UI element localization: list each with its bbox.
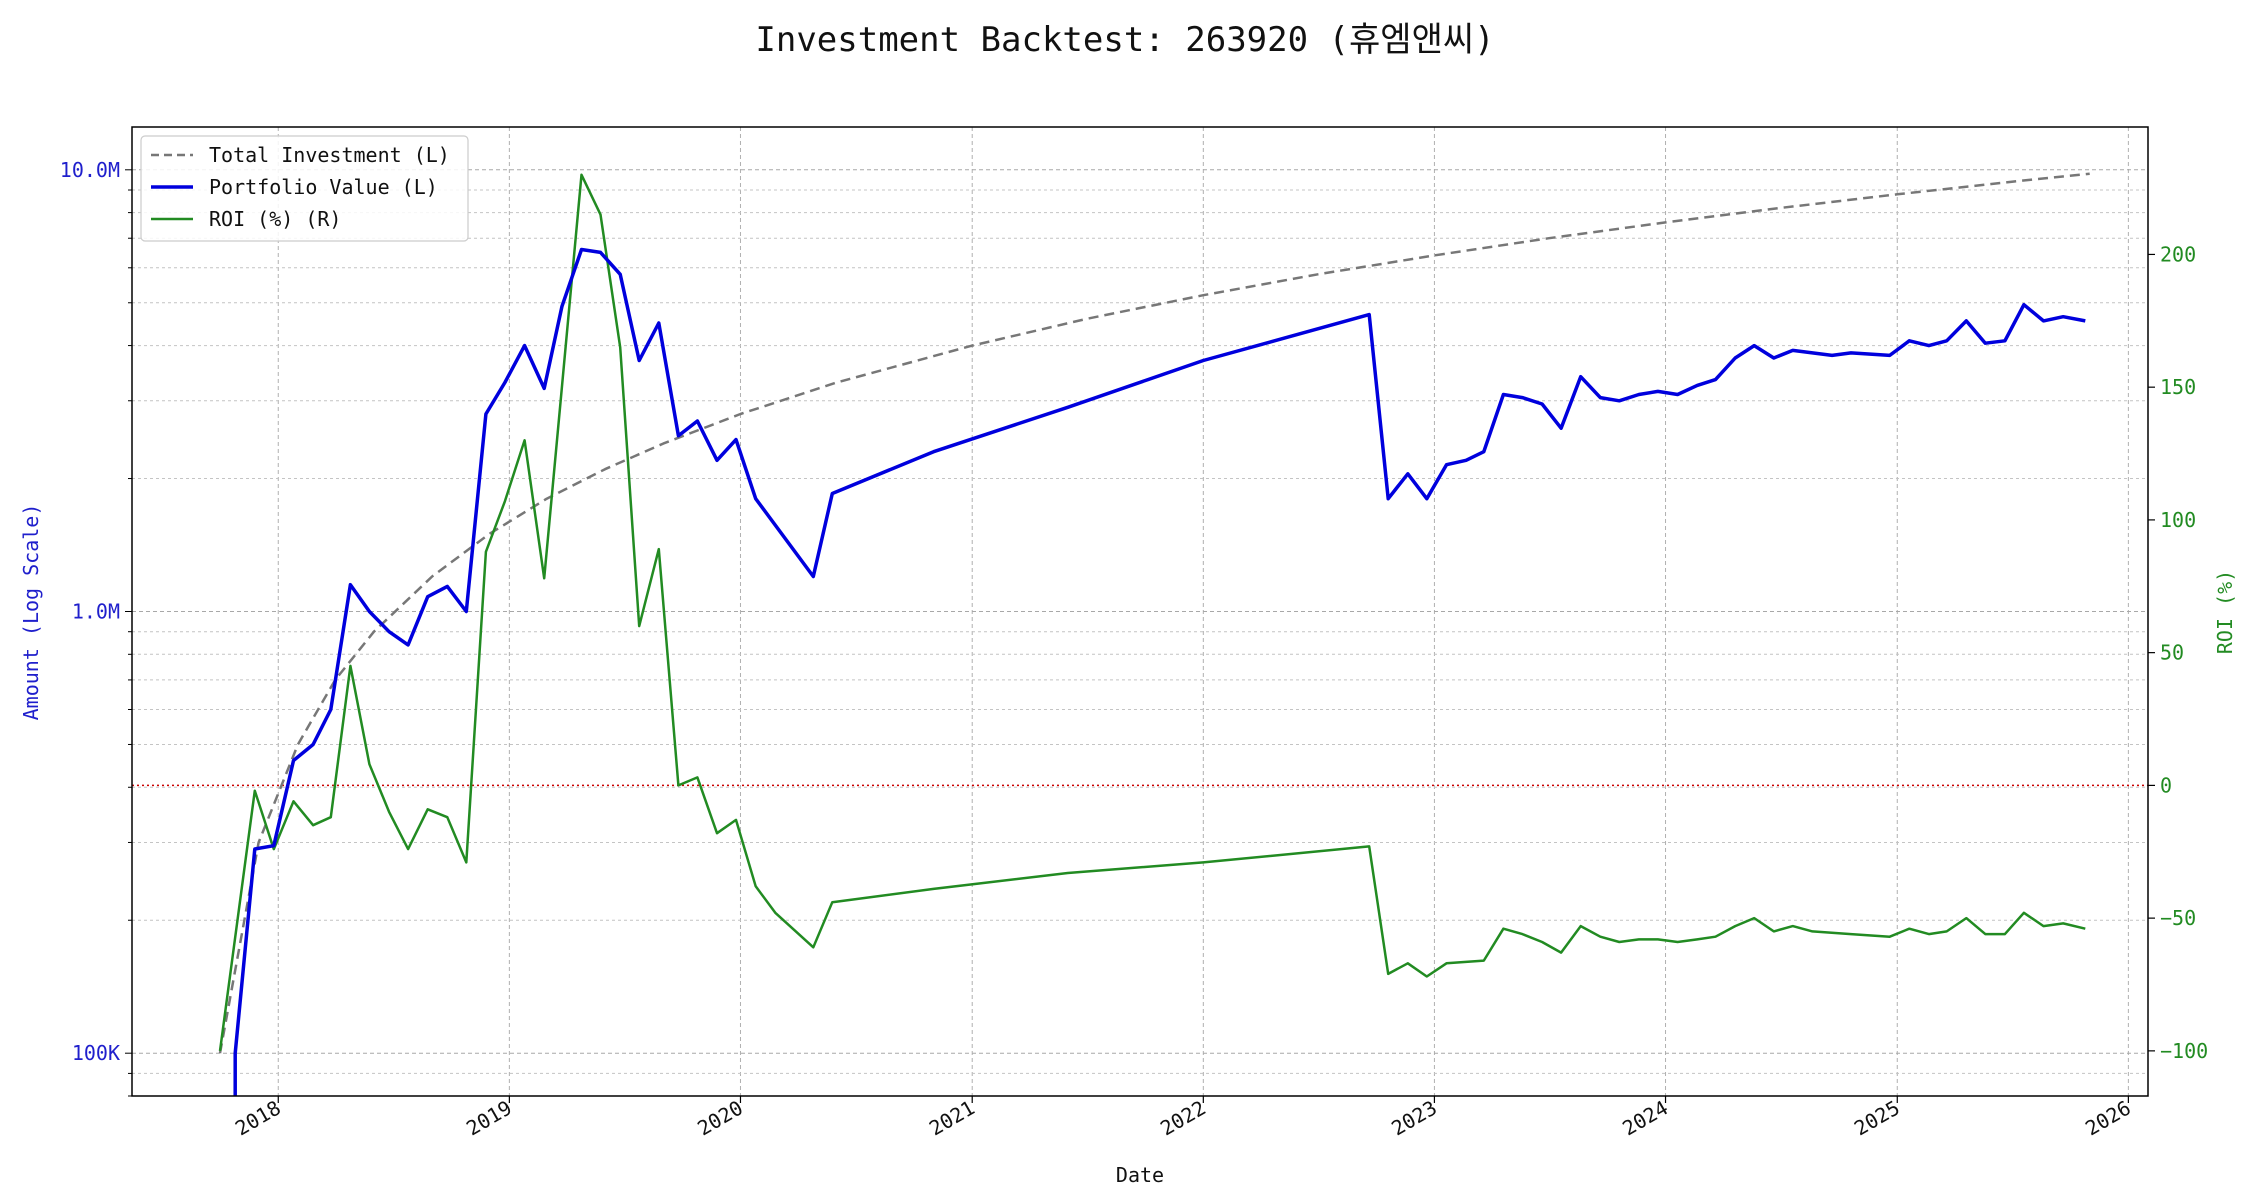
- y-right-tick-label: 200: [2160, 242, 2196, 266]
- x-tick-label: 2021: [925, 1096, 979, 1141]
- total-investment-l-line: [218, 172, 2090, 1054]
- x-tick-label: 2020: [693, 1096, 747, 1141]
- chart-title: Investment Backtest: 263920 (휴엠앤씨): [755, 20, 1495, 60]
- x-axis-label: Date: [1116, 1163, 1164, 1187]
- axes: 2018 2019 2020 2021 2022 2023 2024 2025 2026 100K…: [60, 158, 2208, 1141]
- legend-label: Portfolio Value (L): [209, 175, 438, 199]
- portfolio-value-l-line: [233, 247, 2086, 1096]
- y-right-tick-label: 150: [2160, 375, 2196, 399]
- grid: [132, 127, 2148, 1097]
- y-right-tick-label: −50: [2160, 906, 2196, 930]
- x-tick-label: 2022: [1156, 1096, 1210, 1141]
- x-tick-label: 2023: [1387, 1096, 1441, 1141]
- y-right-tick-label: 50: [2160, 641, 2184, 665]
- series-layer: [218, 172, 2090, 1096]
- y-left-tick-label: 100K: [72, 1041, 120, 1065]
- y-right-tick-label: −100: [2160, 1039, 2208, 1063]
- y-right-tick-label: 0: [2160, 773, 2172, 797]
- y-right-tick-label: 100: [2160, 508, 2196, 532]
- x-tick-label: 2026: [2081, 1096, 2135, 1141]
- legend: Total Investment (L) Portfolio Value (L) R…: [140, 135, 469, 242]
- legend-label: Total Investment (L): [209, 143, 450, 167]
- x-tick-label: 2024: [1618, 1096, 1672, 1141]
- y-axis-left-label: Amount (Log Scale): [19, 504, 43, 721]
- x-tick-label: 2018: [231, 1096, 285, 1141]
- x-tick-label: 2019: [462, 1096, 516, 1141]
- legend-label: ROI (%) (R): [209, 207, 341, 231]
- y-left-tick-label: 1.0M: [72, 600, 120, 624]
- y-left-tick-label: 10.0M: [60, 158, 120, 182]
- roi-r-line: [218, 173, 2086, 1052]
- y-axis-right-label: ROI (%): [2213, 570, 2237, 654]
- x-tick-label: 2025: [1850, 1096, 1904, 1141]
- legend-box: [140, 135, 469, 242]
